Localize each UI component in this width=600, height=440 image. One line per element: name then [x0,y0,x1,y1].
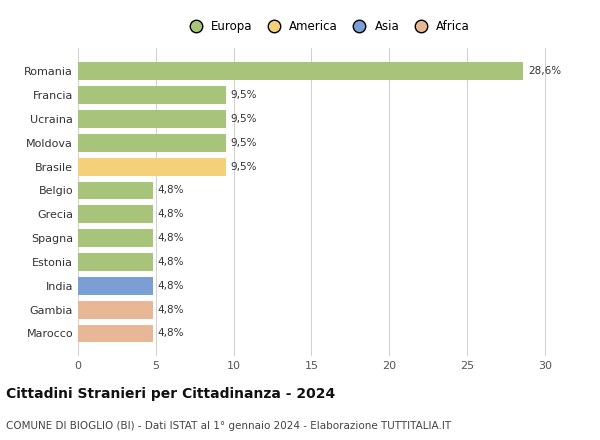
Bar [78,229,152,247]
Text: 9,5%: 9,5% [230,161,257,172]
Text: COMUNE DI BIOGLIO (BI) - Dati ISTAT al 1° gennaio 2024 - Elaborazione TUTTITALIA: COMUNE DI BIOGLIO (BI) - Dati ISTAT al 1… [6,421,451,431]
Text: 4,8%: 4,8% [157,281,184,291]
Legend: Europa, America, Asia, Africa: Europa, America, Asia, Africa [182,17,472,35]
Bar [78,205,152,223]
Text: 28,6%: 28,6% [528,66,561,76]
Bar [78,325,152,342]
Text: 4,8%: 4,8% [157,329,184,338]
Text: 4,8%: 4,8% [157,209,184,219]
Text: 9,5%: 9,5% [230,90,257,100]
Text: 4,8%: 4,8% [157,304,184,315]
Text: 4,8%: 4,8% [157,257,184,267]
Bar [78,86,226,104]
Text: Cittadini Stranieri per Cittadinanza - 2024: Cittadini Stranieri per Cittadinanza - 2… [6,387,335,401]
Bar [78,301,152,319]
Text: 9,5%: 9,5% [230,138,257,148]
Text: 4,8%: 4,8% [157,233,184,243]
Bar [78,182,152,199]
Bar [78,277,152,295]
Text: 9,5%: 9,5% [230,114,257,124]
Bar [78,253,152,271]
Text: 4,8%: 4,8% [157,186,184,195]
Bar [78,110,226,128]
Bar [78,134,226,152]
Bar [78,158,226,176]
Bar [78,62,523,80]
